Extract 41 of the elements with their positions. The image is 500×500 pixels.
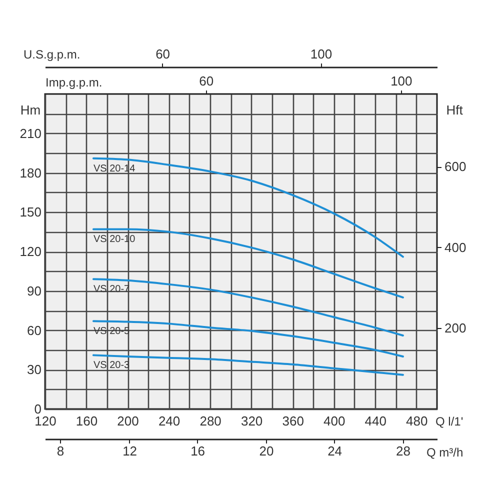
line-series <box>92 320 404 358</box>
text: 60 <box>156 46 170 62</box>
x-tick-label: 320 <box>240 414 263 428</box>
y-tick-label: 0 <box>34 402 42 416</box>
x-tick-label: 280 <box>200 414 222 428</box>
x2-tick-label: 60 <box>199 74 214 88</box>
y-tick-label: 180 <box>20 165 42 180</box>
x-tick-label: 400 <box>323 414 346 428</box>
line-series <box>92 278 404 336</box>
y-tick-label: 120 <box>20 244 42 259</box>
y-axis-title: Hm <box>20 102 41 118</box>
line-series <box>92 354 404 376</box>
y2-axis-title: Hft <box>446 102 464 118</box>
y2-tick-label: 200 <box>444 320 466 336</box>
y-tick-label: 90 <box>27 283 42 298</box>
x-axis-title: Q l/1' <box>436 414 464 428</box>
x-tick-label: 160 <box>76 414 98 428</box>
text: Q m³/h <box>426 446 464 460</box>
text: 28 <box>396 444 410 458</box>
line-series <box>92 228 404 298</box>
y-tick-label: 60 <box>27 322 42 338</box>
y2-tick-label: 600 <box>444 159 466 174</box>
text: 24 <box>328 444 342 458</box>
x-tick-label: 360 <box>282 414 304 428</box>
x-tick-label: 440 <box>364 414 386 428</box>
text: 12 <box>122 444 138 458</box>
line-series <box>92 157 404 258</box>
y-tick-label: 210 <box>20 126 42 141</box>
x-tick-label: 240 <box>158 414 180 428</box>
text: 8 <box>56 444 64 458</box>
text: 20 <box>259 444 274 458</box>
y2-tick-label: 400 <box>444 240 466 255</box>
y-tick-label: 150 <box>20 204 42 220</box>
x-tick-label: 200 <box>117 414 139 428</box>
x-tick-label: 480 <box>406 414 428 428</box>
text: 16 <box>190 444 206 458</box>
x2-tick-label: 100 <box>390 74 412 88</box>
text: 100 <box>310 46 332 62</box>
text: U.S.g.p.m. <box>24 48 80 62</box>
y-tick-label: 30 <box>27 362 42 378</box>
x2-axis-title: Imp.g.p.m. <box>46 76 102 90</box>
